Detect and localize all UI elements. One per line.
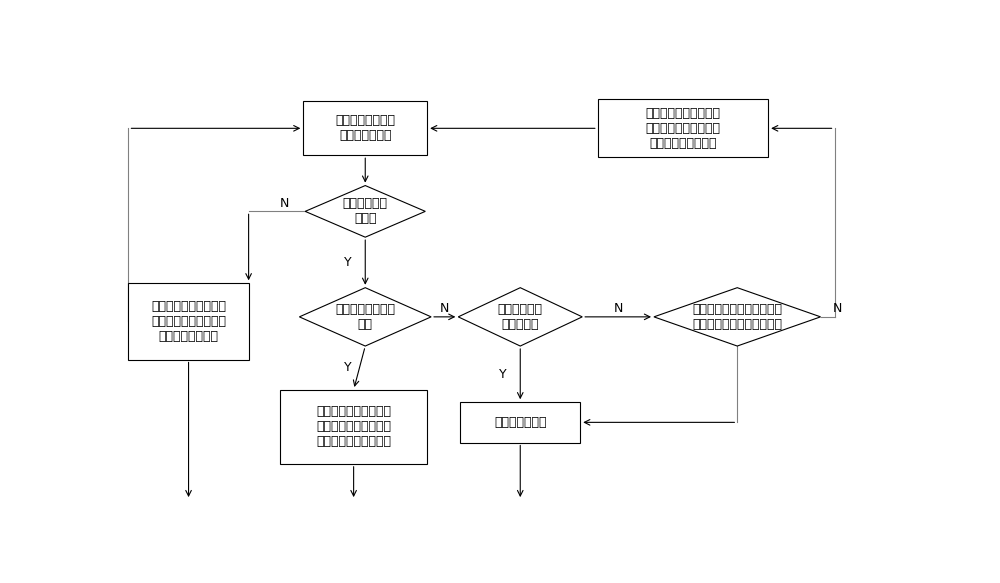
Polygon shape	[654, 287, 821, 346]
Text: Y: Y	[499, 368, 507, 381]
Text: 人行横道信号灯是
绿灯: 人行横道信号灯是 绿灯	[335, 303, 395, 331]
Text: Y: Y	[344, 361, 352, 374]
Text: 提示过街行人快速通过
路口；不过街的行人请
在过街等待区外边站立: 提示过街行人快速通过 路口；不过街的行人请 在过街等待区外边站立	[316, 405, 391, 448]
Text: 机动车信号灯绿灯剩余时间
能保证行人安全通过路口吗: 机动车信号灯绿灯剩余时间 能保证行人安全通过路口吗	[692, 303, 782, 331]
Text: Y: Y	[344, 256, 352, 269]
Bar	[303, 101, 427, 155]
Text: 过街等待区有
人站立: 过街等待区有 人站立	[343, 198, 388, 226]
Polygon shape	[305, 185, 425, 237]
Bar	[460, 402, 580, 442]
Bar	[598, 99, 768, 157]
Text: 机动车信号灯
刚开启绿灯: 机动车信号灯 刚开启绿灯	[498, 303, 543, 331]
Polygon shape	[458, 287, 582, 346]
Text: N: N	[833, 302, 842, 315]
Bar	[280, 390, 427, 464]
Polygon shape	[299, 287, 431, 346]
Text: 置人行横道绿灯: 置人行横道绿灯	[494, 416, 546, 429]
Text: N: N	[440, 302, 449, 315]
Text: 置人行横道为红灯，并
提示过街行人请站到过
街行人等待区等待: 置人行横道为红灯，并 提示过街行人请站到过 街行人等待区等待	[151, 300, 226, 343]
Text: N: N	[613, 302, 623, 315]
Text: 保持人行横道红灯不变
，提示过街行人请站到
过街行人等待区等待: 保持人行横道红灯不变 ，提示过街行人请站到 过街行人等待区等待	[646, 107, 720, 150]
Text: 视频跟踪检测器跟
踪路口周边行人: 视频跟踪检测器跟 踪路口周边行人	[335, 114, 395, 142]
Text: N: N	[280, 197, 289, 210]
Bar	[128, 283, 249, 360]
